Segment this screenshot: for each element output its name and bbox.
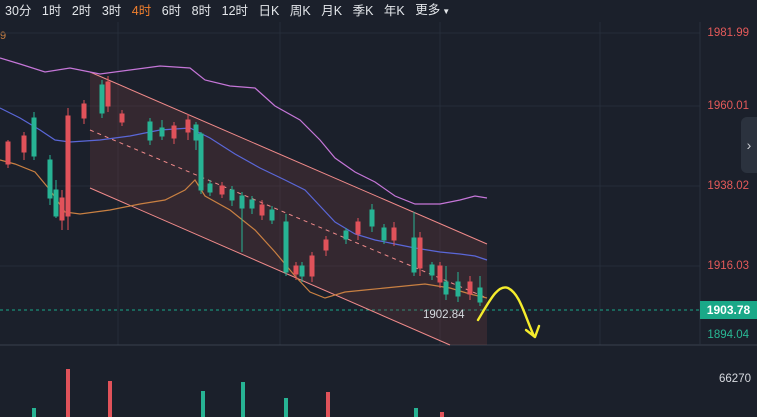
tab-weekly[interactable]: 周K bbox=[289, 4, 311, 18]
candles bbox=[5, 76, 483, 306]
price-axis-low-label: 1894.04 bbox=[707, 329, 749, 341]
forecast-arrowhead bbox=[524, 324, 541, 339]
low-price-annotation: 1902.84 bbox=[423, 309, 465, 321]
tab-30min[interactable]: 30分 bbox=[5, 4, 32, 18]
price-axis-label-4: 1916.03 bbox=[707, 260, 749, 272]
price-axis-label-2: 1960.01 bbox=[707, 100, 749, 112]
channel-fill bbox=[90, 72, 487, 345]
more-dropdown[interactable]: 更多 ▼ bbox=[410, 0, 455, 23]
tab-8h[interactable]: 8时 bbox=[191, 4, 212, 18]
interval-toolbar: 30分 1时 2时 3时 4时 6时 8时 12时 日K 周K 月K 季K 年K… bbox=[0, 0, 757, 22]
forecast-arrow bbox=[476, 286, 536, 338]
tab-yearly[interactable]: 年K bbox=[383, 4, 405, 18]
tab-2h[interactable]: 2时 bbox=[71, 4, 92, 18]
price-axis-label-1: 1981.99 bbox=[707, 27, 749, 39]
indicator-param-label: 9 bbox=[0, 30, 7, 42]
tab-4h[interactable]: 4时 bbox=[131, 4, 152, 18]
channel-lower-line bbox=[89, 187, 451, 346]
more-label: 更多 bbox=[415, 3, 441, 17]
volume-axis-label: 66270 bbox=[719, 373, 751, 385]
upper-band bbox=[0, 57, 488, 205]
chevron-right-icon: › bbox=[746, 137, 752, 153]
price-axis-label-3: 1938.02 bbox=[707, 180, 749, 192]
tab-monthly[interactable]: 月K bbox=[321, 4, 343, 18]
tab-6h[interactable]: 6时 bbox=[161, 4, 182, 18]
caret-down-icon: ▼ bbox=[442, 7, 451, 16]
tab-daily[interactable]: 日K bbox=[258, 4, 280, 18]
current-price-badge: 1903.78 bbox=[700, 301, 757, 319]
tab-quarterly[interactable]: 季K bbox=[352, 4, 374, 18]
tab-3h[interactable]: 3时 bbox=[101, 4, 122, 18]
expand-panel-button[interactable]: › bbox=[741, 117, 757, 173]
volume-bars bbox=[32, 369, 444, 417]
channel-upper-line bbox=[89, 71, 488, 245]
tab-12h[interactable]: 12时 bbox=[221, 4, 249, 18]
gridlines bbox=[0, 22, 700, 345]
tab-1h[interactable]: 1时 bbox=[41, 4, 62, 18]
